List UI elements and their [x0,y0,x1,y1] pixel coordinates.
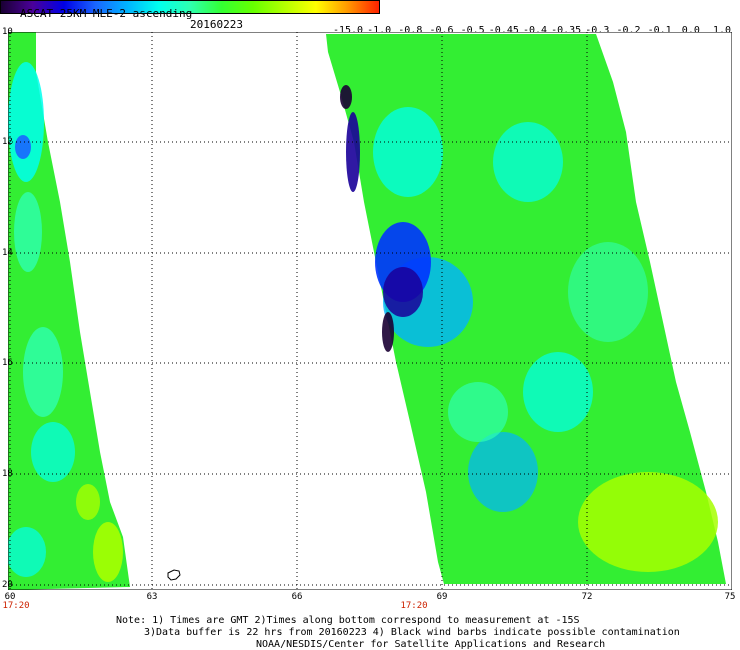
lat-label-14: 14 [2,248,13,258]
lon-label-72: 72 [581,592,593,602]
color-scale-label: -15.0 [332,25,364,36]
swath-data-layer [8,32,726,590]
color-scale-label: -0.6 [429,25,454,36]
footnote-line-1: Note: 1) Times are GMT 2)Times along bot… [116,615,580,626]
color-scale-bar [0,0,380,14]
color-scale-label: -0.1 [647,25,672,36]
swath-map [8,32,732,590]
island-outline [167,569,181,581]
footnote-line-2: 3)Data buffer is 22 hrs from 20160223 4)… [144,627,680,638]
lon-label-60: 60 [4,592,16,602]
map-title: ASCAT 25KM MLE-2 ascending [20,7,193,20]
lat-label-16: 16 [2,358,13,368]
lon-label-75: 75 [724,592,736,602]
color-scale-label: -0.35 [551,25,582,36]
color-scale-label: -0.4 [522,25,548,36]
lat-label-12: 12 [2,137,13,147]
color-scale-label: -0.3 [585,25,610,36]
lat-lon-grid [8,32,732,590]
color-scale-label: 1.0 [712,25,732,36]
footnote-line-3: NOAA/NESDIS/Center for Satellite Applica… [256,639,606,650]
lon-label-66: 66 [291,592,303,602]
color-scale-label: -0.45 [488,25,519,36]
color-scale-label: -0.2 [616,25,641,36]
color-scale-label: -0.5 [460,25,485,36]
color-scale-label: 0.0 [681,25,700,36]
lon-label-63: 63 [146,592,158,602]
lat-label-18: 18 [2,469,13,479]
lat-label-10: 10 [2,27,13,37]
lon-label-69: 69 [436,592,448,602]
color-scale-label: -1.0 [367,25,392,36]
color-scale-label: -0.8 [398,25,423,36]
map-date: 20160223 [190,18,243,31]
time-label-center: 17:20 [400,601,428,611]
time-label-left: 17:20 [2,601,30,611]
lat-label-20: 20 [2,580,13,590]
